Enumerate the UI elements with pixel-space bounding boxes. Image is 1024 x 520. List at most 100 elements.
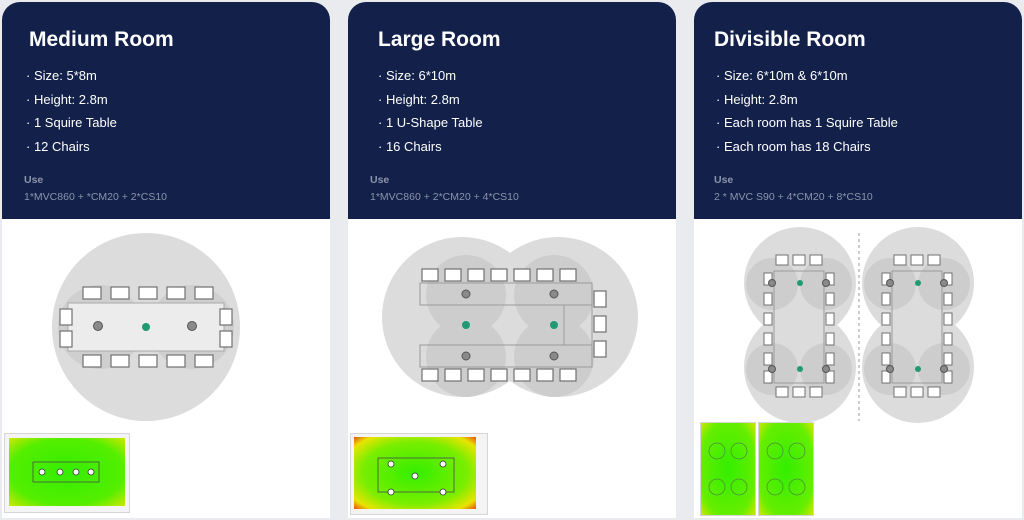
chair	[59, 308, 73, 326]
chair	[809, 386, 823, 398]
chair	[490, 368, 508, 382]
chair	[763, 312, 773, 326]
room-layout-diagram	[52, 233, 240, 421]
camera-dot	[915, 366, 921, 372]
room-spec-chairs: 16 Chairs	[378, 135, 483, 159]
chair	[82, 286, 102, 300]
acoustic-heatmap	[700, 422, 756, 516]
room-card-header: Divisible Room Size: 6*10m & 6*10m Heigh…	[694, 2, 1022, 219]
use-value: 1*MVC860 + 2*CM20 + 4*CS10	[370, 191, 519, 203]
heatmap-contour	[708, 442, 726, 460]
room-spec-size: Size: 6*10m & 6*10m	[716, 64, 898, 88]
table-segment	[419, 282, 593, 306]
chair	[194, 286, 214, 300]
microphone-icon	[549, 351, 559, 361]
chair	[881, 352, 891, 366]
chair	[513, 268, 531, 282]
heatmap-contour	[766, 478, 784, 496]
chair	[881, 312, 891, 326]
microphone-icon	[822, 279, 830, 287]
chair	[763, 370, 773, 384]
microphone-icon	[768, 365, 776, 373]
heatmap-mic-marker	[38, 468, 46, 476]
table-outline	[891, 270, 943, 384]
chair	[881, 332, 891, 346]
chair	[775, 254, 789, 266]
chair	[881, 370, 891, 384]
heatmap-contours	[708, 442, 748, 496]
chair	[792, 254, 806, 266]
chair	[927, 386, 941, 398]
use-label: Use	[24, 174, 44, 186]
room-spec-size: Size: 5*8m	[26, 64, 117, 88]
camera-dot	[797, 280, 803, 286]
chair	[943, 292, 953, 306]
room-spec-size: Size: 6*10m	[378, 64, 483, 88]
chairs-right-room	[881, 254, 953, 398]
camera-dot	[797, 366, 803, 372]
microphone-icon	[886, 279, 894, 287]
chair	[809, 254, 823, 266]
chair	[444, 368, 462, 382]
room-title: Divisible Room	[714, 28, 866, 51]
microphones	[461, 289, 559, 361]
chair	[792, 386, 806, 398]
chair	[927, 254, 941, 266]
room-card-header: Medium Room Size: 5*8m Height: 2.8m 1 Sq…	[2, 2, 330, 219]
microphone-icon	[768, 279, 776, 287]
room-spec-height: Height: 2.8m	[378, 88, 483, 112]
room-card-large: Large Room Size: 6*10m Height: 2.8m 1 U-…	[348, 2, 676, 518]
heatmap-mic-marker	[439, 460, 447, 468]
chair	[943, 370, 953, 384]
room-spec-table: 1 Squire Table	[26, 111, 117, 135]
cameras	[797, 280, 921, 372]
heatmap-mic-marker	[56, 468, 64, 476]
room-spec-table: Each room has 1 Squire Table	[716, 111, 898, 135]
room-spec-list: Size: 6*10m & 6*10m Height: 2.8m Each ro…	[716, 64, 898, 158]
chairs	[59, 286, 233, 368]
chair	[138, 354, 158, 368]
chair	[893, 254, 907, 266]
room-card-divisible: Divisible Room Size: 6*10m & 6*10m Heigh…	[694, 2, 1022, 518]
microphone-icon	[461, 289, 471, 299]
u-shape-table	[419, 282, 593, 368]
chair	[763, 352, 773, 366]
heatmap-table-outline	[377, 457, 455, 493]
room-title: Large Room	[378, 28, 501, 51]
microphone-icon	[93, 321, 103, 331]
heatmap-mic-markers	[38, 468, 95, 476]
chair	[536, 368, 554, 382]
microphones	[768, 279, 948, 373]
room-layout-diagram	[382, 237, 638, 397]
camera-dot	[550, 321, 558, 329]
chair	[219, 330, 233, 348]
heatmap-field	[759, 423, 813, 515]
chair	[763, 292, 773, 306]
heatmap-field	[9, 438, 125, 506]
heatmap-mic-marker	[439, 488, 447, 496]
room-spec-chairs: Each room has 18 Chairs	[716, 135, 898, 159]
microphone-icon	[940, 365, 948, 373]
use-value: 1*MVC860 + *CM20 + 2*CS10	[24, 191, 167, 203]
acoustic-heatmap	[350, 433, 488, 515]
camera-dot	[142, 323, 150, 331]
room-card-medium: Medium Room Size: 5*8m Height: 2.8m 1 Sq…	[2, 2, 330, 518]
heatmap-contour	[766, 442, 784, 460]
chair	[421, 368, 439, 382]
microphone-icon	[549, 289, 559, 299]
room-spec-height: Height: 2.8m	[26, 88, 117, 112]
chair	[559, 368, 577, 382]
chair	[943, 312, 953, 326]
heatmap-mic-marker	[411, 472, 419, 480]
room-spec-table: 1 U-Shape Table	[378, 111, 483, 135]
chair	[219, 308, 233, 326]
chair	[593, 290, 607, 308]
chairs	[421, 268, 607, 382]
heatmap-contour	[708, 478, 726, 496]
room-tables	[773, 270, 943, 384]
room-card-header: Large Room Size: 6*10m Height: 2.8m 1 U-…	[348, 2, 676, 219]
heatmap-contours	[766, 442, 806, 496]
chair	[593, 340, 607, 358]
chair	[536, 268, 554, 282]
chair	[943, 352, 953, 366]
